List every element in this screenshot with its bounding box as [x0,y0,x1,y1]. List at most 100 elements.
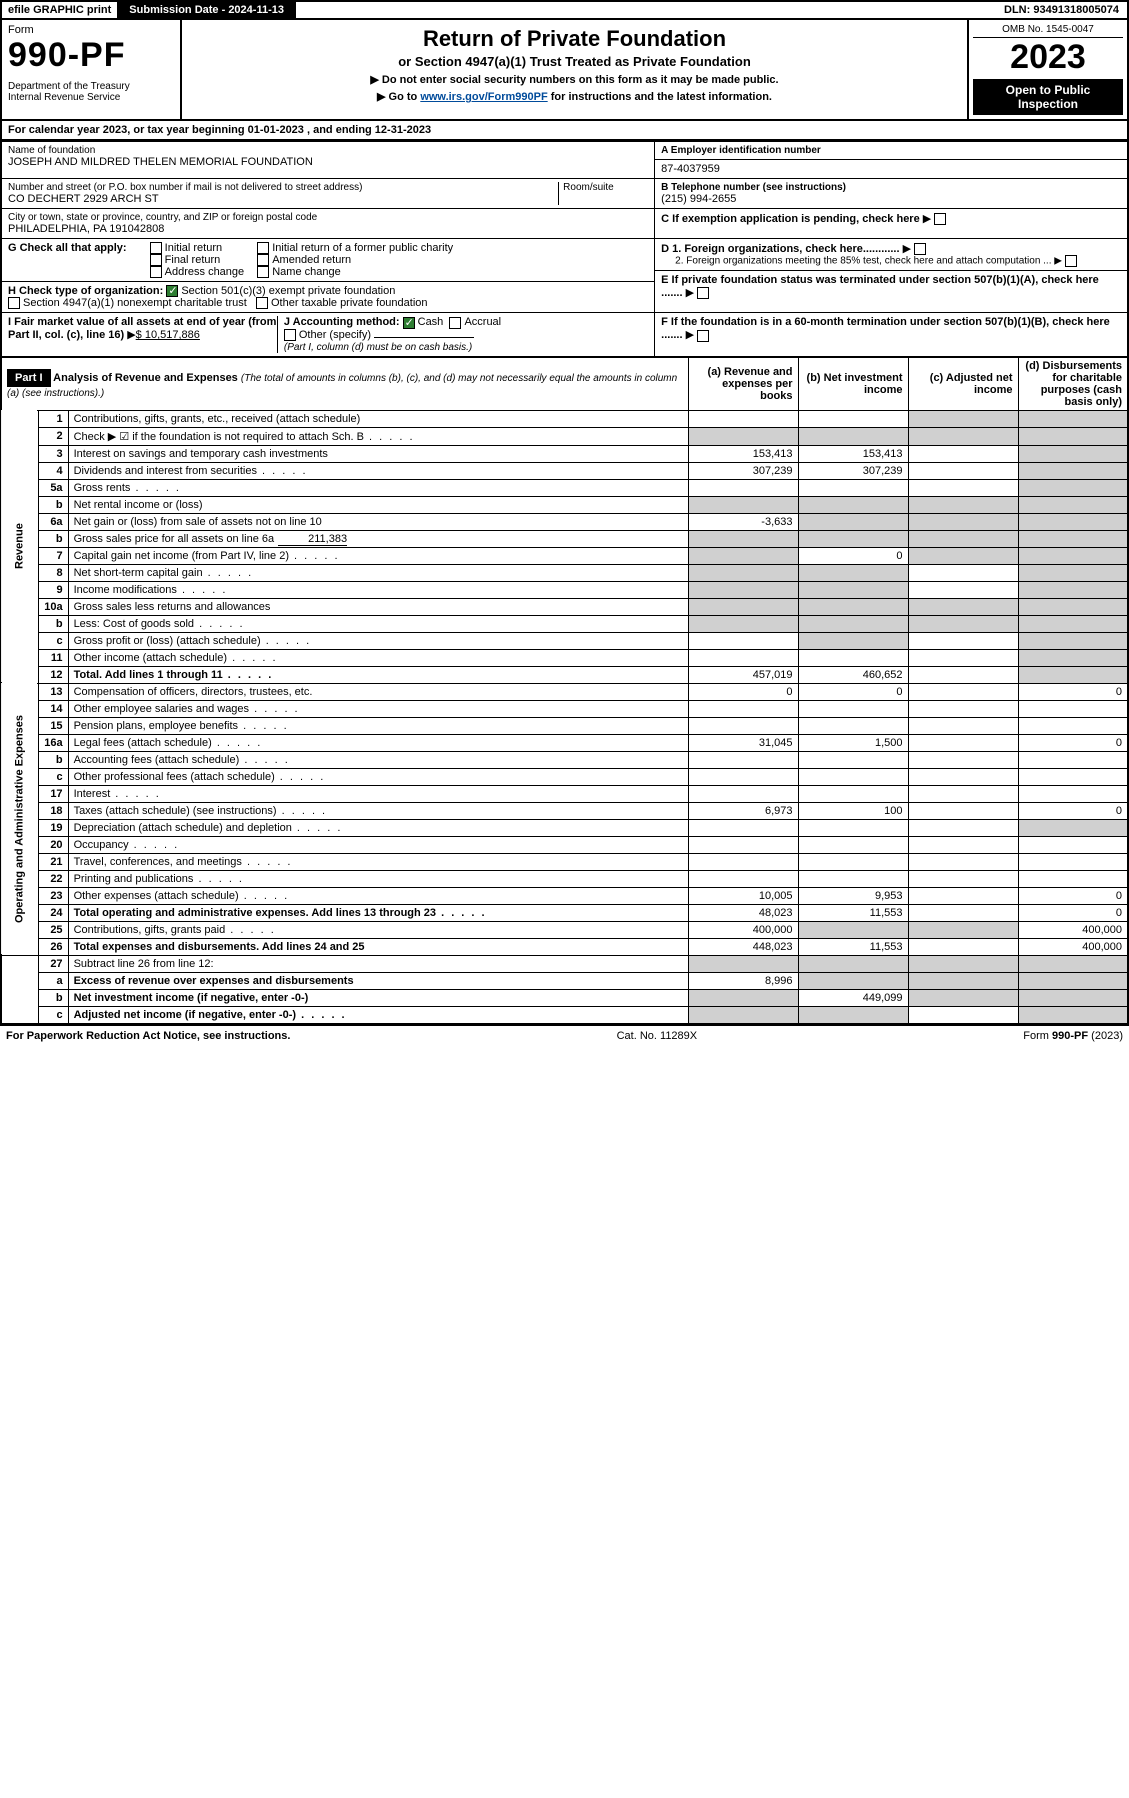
h-other-checkbox[interactable] [256,297,268,309]
g-name: Name change [272,266,341,278]
addr-label: Number and street (or P.O. box number if… [8,182,558,193]
cell-value [1018,768,1128,785]
cell-value [798,717,908,734]
cell-value [908,904,1018,921]
cell-value [688,632,798,649]
table-row: 9Income modifications [1,581,1128,598]
cell-value [798,598,908,615]
cell-value [798,870,908,887]
efile-label[interactable]: efile GRAPHIC print [2,2,119,18]
f-checkbox[interactable] [697,330,709,342]
cell-value [1018,700,1128,717]
line-number: 7 [38,547,68,564]
g-amended-checkbox[interactable] [257,254,269,266]
g-addr-checkbox[interactable] [150,266,162,278]
cell-value: 8,996 [688,972,798,989]
line-description: Depreciation (attach schedule) and deple… [68,819,688,836]
line-description: Other income (attach schedule) [68,649,688,666]
cell-value: 31,045 [688,734,798,751]
d2-checkbox[interactable] [1065,255,1077,267]
cell-value [688,496,798,513]
line-number: 18 [38,802,68,819]
line-description: Interest on savings and temporary cash i… [68,445,688,462]
cell-value [1018,955,1128,972]
line-number: 19 [38,819,68,836]
j-other-checkbox[interactable] [284,329,296,341]
table-row: 7Capital gain net income (from Part IV, … [1,547,1128,564]
irs-link[interactable]: www.irs.gov/Form990PF [420,91,547,103]
line-number: 25 [38,921,68,938]
cell-value [1018,615,1128,632]
d2-label: 2. Foreign organizations meeting the 85%… [675,256,1051,267]
line-description: Contributions, gifts, grants, etc., rece… [68,410,688,427]
line-description: Gross sales less returns and allowances [68,598,688,615]
table-row: 25Contributions, gifts, grants paid 400,0… [1,921,1128,938]
header-left: Form 990-PF Department of the Treasury I… [2,20,182,119]
c-checkbox[interactable] [934,213,946,225]
cell-value [1018,513,1128,530]
cell-value [688,649,798,666]
line-description: Gross sales price for all assets on line… [68,530,688,547]
line-description: Taxes (attach schedule) (see instruction… [68,802,688,819]
g-final-checkbox[interactable] [150,254,162,266]
g-name-checkbox[interactable] [257,266,269,278]
h-4947-checkbox[interactable] [8,297,20,309]
cell-value [688,547,798,564]
part1-grid: Part I Analysis of Revenue and Expenses … [0,357,1129,1025]
cell-value [908,700,1018,717]
city-value: PHILADELPHIA, PA 191042808 [8,223,648,235]
table-row: bAccounting fees (attach schedule) [1,751,1128,768]
cell-value [908,802,1018,819]
line-number: c [38,632,68,649]
h-501-checkbox[interactable] [166,285,178,297]
e-checkbox[interactable] [697,287,709,299]
g-initial-checkbox[interactable] [150,242,162,254]
cell-value: 0 [1018,683,1128,700]
line-number: 21 [38,853,68,870]
line-number: 20 [38,836,68,853]
line-number: 16a [38,734,68,751]
table-row: 20Occupancy [1,836,1128,853]
cell-value [688,530,798,547]
line-description: Contributions, gifts, grants paid [68,921,688,938]
table-row: 19Depreciation (attach schedule) and dep… [1,819,1128,836]
instr-2-pre: ▶ Go to [377,91,420,103]
g-initial-former-checkbox[interactable] [257,242,269,254]
cell-value: 1,500 [798,734,908,751]
cell-value [908,410,1018,427]
cell-value [908,479,1018,496]
line-description: Interest [68,785,688,802]
col-b-header: (b) Net investment income [798,357,908,410]
table-row: 11Other income (attach schedule) [1,649,1128,666]
d1-checkbox[interactable] [914,243,926,255]
cell-value [798,632,908,649]
cell-value [798,836,908,853]
form-label: Form [8,24,174,36]
cell-value [908,445,1018,462]
line-number: b [38,496,68,513]
cell-value: 400,000 [1018,921,1128,938]
line-number: 10a [38,598,68,615]
line-number: 27 [38,955,68,972]
header-center: Return of Private Foundation or Section … [182,20,967,119]
j-cash-checkbox[interactable] [403,317,415,329]
room-label: Room/suite [563,182,648,193]
cell-value: 0 [1018,802,1128,819]
table-row: 24Total operating and administrative exp… [1,904,1128,921]
d1-label: D 1. Foreign organizations, check here..… [661,243,899,255]
cell-value [908,819,1018,836]
j-accrual-checkbox[interactable] [449,317,461,329]
cell-value [688,870,798,887]
cell-value: 448,023 [688,938,798,955]
cell-value [688,989,798,1006]
submission-date: Submission Date - 2024-11-13 [119,2,296,18]
j-accrual: Accrual [464,316,501,328]
cell-value [688,785,798,802]
h-501: Section 501(c)(3) exempt private foundat… [181,285,395,297]
cell-value [908,836,1018,853]
cell-value: 10,005 [688,887,798,904]
line-number: 17 [38,785,68,802]
table-row: 2Check ▶ ☑ if the foundation is not requ… [1,427,1128,445]
line-description: Adjusted net income (if negative, enter … [68,1006,688,1024]
table-row: 6aNet gain or (loss) from sale of assets… [1,513,1128,530]
